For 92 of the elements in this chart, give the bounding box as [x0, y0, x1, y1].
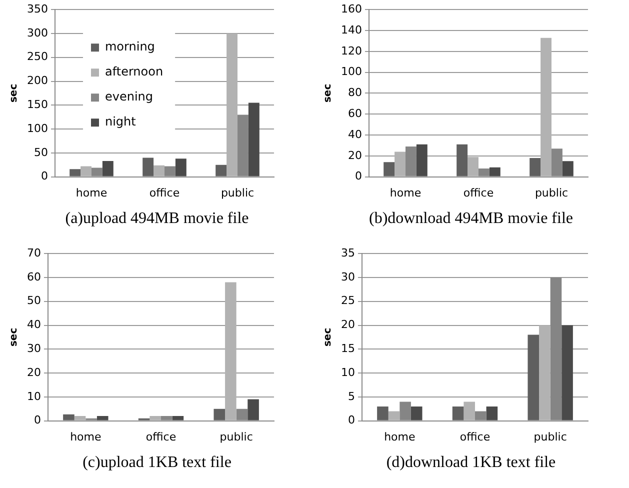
y-axis-title: sec — [8, 84, 20, 103]
y-tick-label: 40 — [348, 128, 362, 141]
bar — [63, 414, 74, 420]
y-tick-label: 30 — [26, 342, 41, 355]
y-tick-label: 20 — [26, 366, 41, 379]
y-tick-label: 70 — [26, 246, 41, 260]
bar — [102, 161, 114, 176]
text: (d)download 1KB text file — [385, 454, 557, 472]
bar — [80, 166, 92, 176]
legend-label: morning — [104, 40, 155, 54]
bar — [225, 282, 236, 420]
y-tick-label: 250 — [26, 50, 48, 64]
text: (a)upload 494MB movie file — [64, 210, 250, 228]
y-tick-label: 300 — [26, 26, 48, 40]
y-axis-title: sec — [8, 328, 20, 347]
x-tick-label: home — [70, 430, 102, 444]
y-axis-title: sec — [322, 328, 334, 347]
bar — [562, 325, 573, 420]
bar — [150, 416, 161, 420]
bar — [248, 102, 260, 176]
y-tick-label: 60 — [26, 270, 41, 284]
y-tick-label: 50 — [34, 146, 48, 159]
y-tick-label: 140 — [340, 23, 362, 36]
y-tick-label: 35 — [340, 246, 355, 260]
bar — [528, 334, 540, 420]
x-tick-label: public — [534, 186, 568, 200]
y-tick-label: 40 — [26, 318, 41, 332]
y-tick-label: 80 — [348, 86, 362, 100]
y-tick-label: 20 — [348, 148, 362, 162]
bar — [452, 406, 464, 420]
bar — [410, 406, 422, 420]
y-tick-label: 100 — [26, 122, 48, 135]
x-tick-label: home — [384, 430, 416, 444]
y-tick-label: 50 — [26, 294, 41, 308]
bar — [154, 165, 164, 176]
x-tick-label: office — [460, 430, 490, 444]
y-tick-label: 0 — [348, 414, 355, 427]
bar — [175, 158, 186, 176]
y-tick-label: 160 — [340, 2, 362, 16]
y-axis-title: sec — [322, 84, 334, 103]
bar — [384, 162, 395, 176]
bar — [416, 144, 428, 176]
y-tick-label: 25 — [340, 294, 355, 308]
bar — [464, 402, 475, 420]
bar — [540, 38, 552, 176]
bar — [214, 408, 226, 420]
bar — [539, 325, 550, 420]
x-tick-label: public — [220, 186, 254, 200]
y-tick-label: 30 — [340, 270, 355, 284]
y-tick-label: 0 — [354, 170, 362, 183]
y-tick-label: 20 — [340, 318, 355, 332]
x-tick-label: office — [463, 186, 494, 200]
y-tick-label: 0 — [40, 170, 48, 183]
text: (b)download 494MB movie file — [368, 210, 574, 228]
y-tick-label: 0 — [34, 414, 41, 427]
y-tick-label: 15 — [340, 342, 355, 355]
bar — [216, 164, 227, 176]
bar — [74, 416, 86, 420]
y-tick-label: 5 — [348, 390, 355, 403]
y-tick-label: 100 — [340, 65, 362, 78]
bar — [96, 416, 108, 420]
bar — [388, 411, 400, 420]
y-tick-label: 120 — [340, 44, 362, 58]
bar — [456, 144, 468, 176]
bar — [468, 156, 478, 176]
x-tick-label: office — [149, 186, 180, 200]
bar — [248, 399, 259, 420]
bar — [562, 161, 574, 176]
bar — [142, 158, 154, 176]
bar — [486, 406, 498, 420]
legend-label: afternoon — [104, 64, 164, 79]
x-tick-label: home — [76, 186, 108, 200]
y-tick-label: 350 — [26, 2, 48, 16]
x-tick-label: home — [390, 186, 422, 200]
bar — [530, 158, 541, 176]
y-tick-label: 60 — [348, 106, 362, 120]
y-tick-label: 10 — [340, 366, 355, 379]
bar — [70, 169, 81, 176]
bar — [394, 152, 406, 176]
legend-label: night — [104, 114, 136, 129]
y-tick-label: 150 — [26, 98, 48, 111]
y-tick-label: 10 — [26, 390, 41, 403]
text: (c)upload 1KB text file — [82, 454, 232, 472]
bar — [172, 416, 184, 420]
bar — [377, 406, 388, 420]
x-tick-label: public — [534, 430, 567, 444]
x-tick-label: office — [146, 430, 176, 444]
bar — [226, 33, 238, 176]
legend-label: evening — [104, 90, 154, 104]
bar — [489, 167, 500, 176]
x-tick-label: public — [220, 430, 253, 444]
y-tick-label: 200 — [26, 74, 48, 88]
